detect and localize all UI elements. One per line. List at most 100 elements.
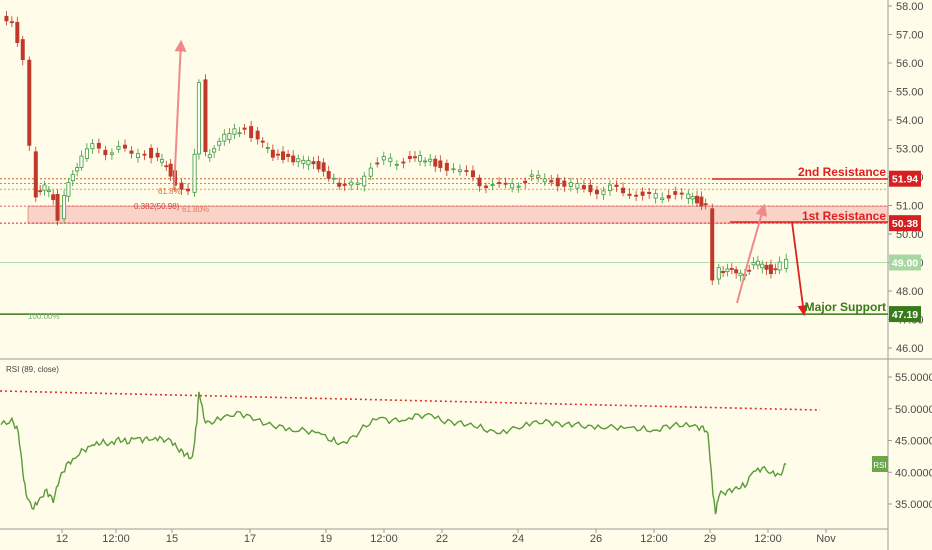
candle-body <box>349 181 354 186</box>
candle-body <box>470 170 475 178</box>
candle-body <box>686 193 691 199</box>
candle-body <box>660 197 665 201</box>
projected-drop-arrow <box>791 221 809 317</box>
candle-body <box>355 182 360 185</box>
rsi-badge-text: RSI <box>873 461 886 470</box>
candle-body <box>249 126 254 139</box>
candle-body <box>614 184 619 187</box>
candle-body <box>673 191 678 195</box>
candle-body <box>588 184 593 193</box>
candle-body <box>4 15 9 22</box>
resistance-1-tag <box>889 215 921 232</box>
rsi-tick-label: 45.0000 <box>895 436 932 448</box>
candle-body <box>212 148 217 153</box>
candle-body <box>418 155 423 162</box>
candle-body <box>196 82 201 155</box>
candle-body <box>423 160 428 163</box>
candle-body <box>394 163 399 166</box>
candle-body <box>388 157 393 163</box>
time-tick-label: 22 <box>436 533 448 545</box>
resistance-1-label: 1st Resistance <box>802 209 886 223</box>
candle-body <box>296 158 301 163</box>
candle-body <box>503 182 508 185</box>
candle-body <box>164 165 169 168</box>
candle-body <box>568 182 573 187</box>
major-support-label: Major Support <box>805 300 886 314</box>
candle-body <box>477 177 482 187</box>
time-tick-label: 29 <box>704 533 716 545</box>
candle-body <box>311 161 316 165</box>
candle-body <box>653 193 658 199</box>
candle-body <box>342 183 347 186</box>
candle-body <box>542 178 547 183</box>
candle-body <box>321 162 326 172</box>
candle-body <box>666 195 671 199</box>
candle-body <box>549 180 554 183</box>
fib-382-label: 0.382(50.98) <box>134 202 180 211</box>
time-tick-label: 12:00 <box>102 533 130 545</box>
time-tick-label: 26 <box>590 533 602 545</box>
candle-body <box>129 150 134 154</box>
candle-body <box>265 147 270 149</box>
candle-body <box>703 203 708 206</box>
major-support-tag-text: 47.19 <box>892 309 918 321</box>
candle-body <box>621 187 626 194</box>
candle-body <box>433 158 438 167</box>
candle-body <box>155 152 160 158</box>
candle-body <box>286 153 291 157</box>
price-tick-label: 51.00 <box>896 201 924 213</box>
candle-body <box>784 258 789 269</box>
candle-body <box>207 154 212 159</box>
price-tick-label: 53.00 <box>896 144 924 156</box>
candle-body <box>721 270 726 274</box>
candle-body <box>38 190 43 193</box>
candle-body <box>281 151 286 160</box>
current-price-tag-text: 49.00 <box>892 258 918 270</box>
candle-body <box>103 149 108 156</box>
price-tick-label: 50.00 <box>896 229 924 241</box>
candle-body <box>326 171 331 179</box>
candle-body <box>109 152 114 155</box>
price-tick-label: 54.00 <box>896 115 924 127</box>
historic-up-arrow <box>173 39 187 191</box>
candle-body <box>222 133 227 142</box>
candle-body <box>484 185 489 188</box>
price-tick-label: 55.00 <box>896 87 924 99</box>
candle-body <box>75 167 80 172</box>
resistance-2-label: 2nd Resistance <box>798 165 886 179</box>
projected-bounce-arrow <box>736 203 768 304</box>
price-tick-label: 58.00 <box>896 1 924 13</box>
candle-body <box>142 153 147 156</box>
candle-body <box>634 194 639 197</box>
candle-body <box>255 130 260 140</box>
candle-body <box>738 272 743 277</box>
candle-body <box>9 21 14 24</box>
candle-body <box>777 261 782 271</box>
candle-body <box>444 162 449 171</box>
candle-body <box>90 143 95 150</box>
candle-body <box>594 189 599 195</box>
fib-618-label: 61.8% <box>158 187 181 196</box>
candle-body <box>497 182 502 184</box>
time-tick-label: 12 <box>56 533 68 545</box>
candle-body <box>601 190 606 196</box>
candle-body <box>15 21 20 43</box>
candle-body <box>679 192 684 195</box>
candle-body <box>168 163 173 177</box>
resistance-1-tag-text: 50.38 <box>892 218 918 230</box>
candle-body <box>725 268 730 273</box>
price-tick-label: 57.00 <box>896 30 924 42</box>
candle-body <box>523 180 528 184</box>
candle-body <box>407 156 412 159</box>
fib-100-label: 100.00% <box>28 312 60 321</box>
resistance-2-tag <box>889 170 921 187</box>
time-tick-label: 17 <box>244 533 256 545</box>
candle-body <box>401 161 406 164</box>
candle-body <box>412 156 417 159</box>
time-tick-label: 15 <box>166 533 178 545</box>
candle-body <box>306 160 311 166</box>
candle-body <box>516 185 521 188</box>
candle-body <box>186 188 191 192</box>
candle-body <box>242 127 247 130</box>
